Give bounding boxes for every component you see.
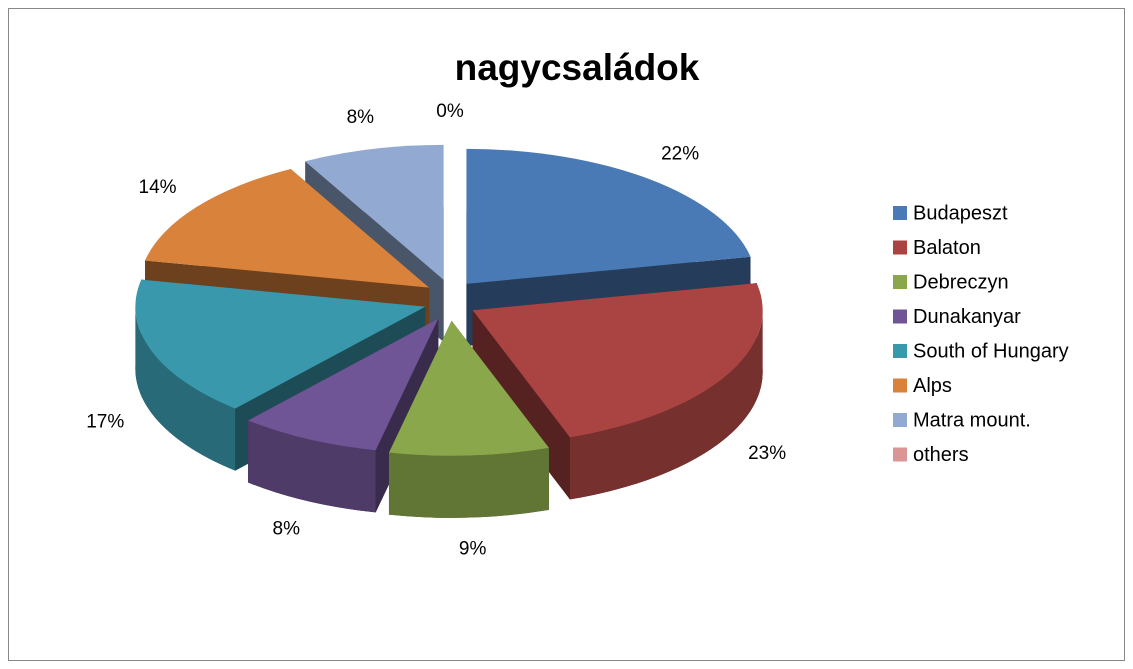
legend-swatch [893,206,907,220]
data-label: 9% [459,538,487,559]
legend-swatch [893,275,907,289]
legend-swatch [893,344,907,358]
data-label: 23% [748,443,786,464]
legend-label: Budapeszt [913,202,1008,224]
data-label: 22% [661,143,699,164]
data-label: 8% [347,107,375,128]
data-label: 14% [139,177,177,198]
slice [388,320,549,456]
legend-swatch [893,378,907,393]
slice [248,318,439,451]
slice-wall [135,306,236,471]
legend-swatch [893,309,907,324]
slice [145,168,430,288]
legend-label: others [913,444,969,466]
legend-label: South of Hungary [913,340,1069,362]
legend-swatch [893,447,907,462]
data-label: 17% [86,411,124,432]
legend-label: Dunakanyar [913,306,1021,328]
slice [472,283,763,438]
legend-label: Balaton [913,237,981,259]
slice-wall [388,447,549,518]
slice-wall [569,310,763,500]
slice [305,144,444,280]
slice [466,148,751,284]
data-label: 8% [273,519,301,540]
legend-swatch [893,413,907,427]
slice [135,279,426,409]
data-label: 0% [436,101,464,122]
legend-label: Debreczyn [913,271,1009,293]
chart-title: nagycsaládok [455,47,700,88]
legend-label: Matra mount. [913,409,1031,431]
slice-wall [248,420,376,513]
legend-label: Alps [913,375,952,397]
legend-swatch [893,240,907,255]
